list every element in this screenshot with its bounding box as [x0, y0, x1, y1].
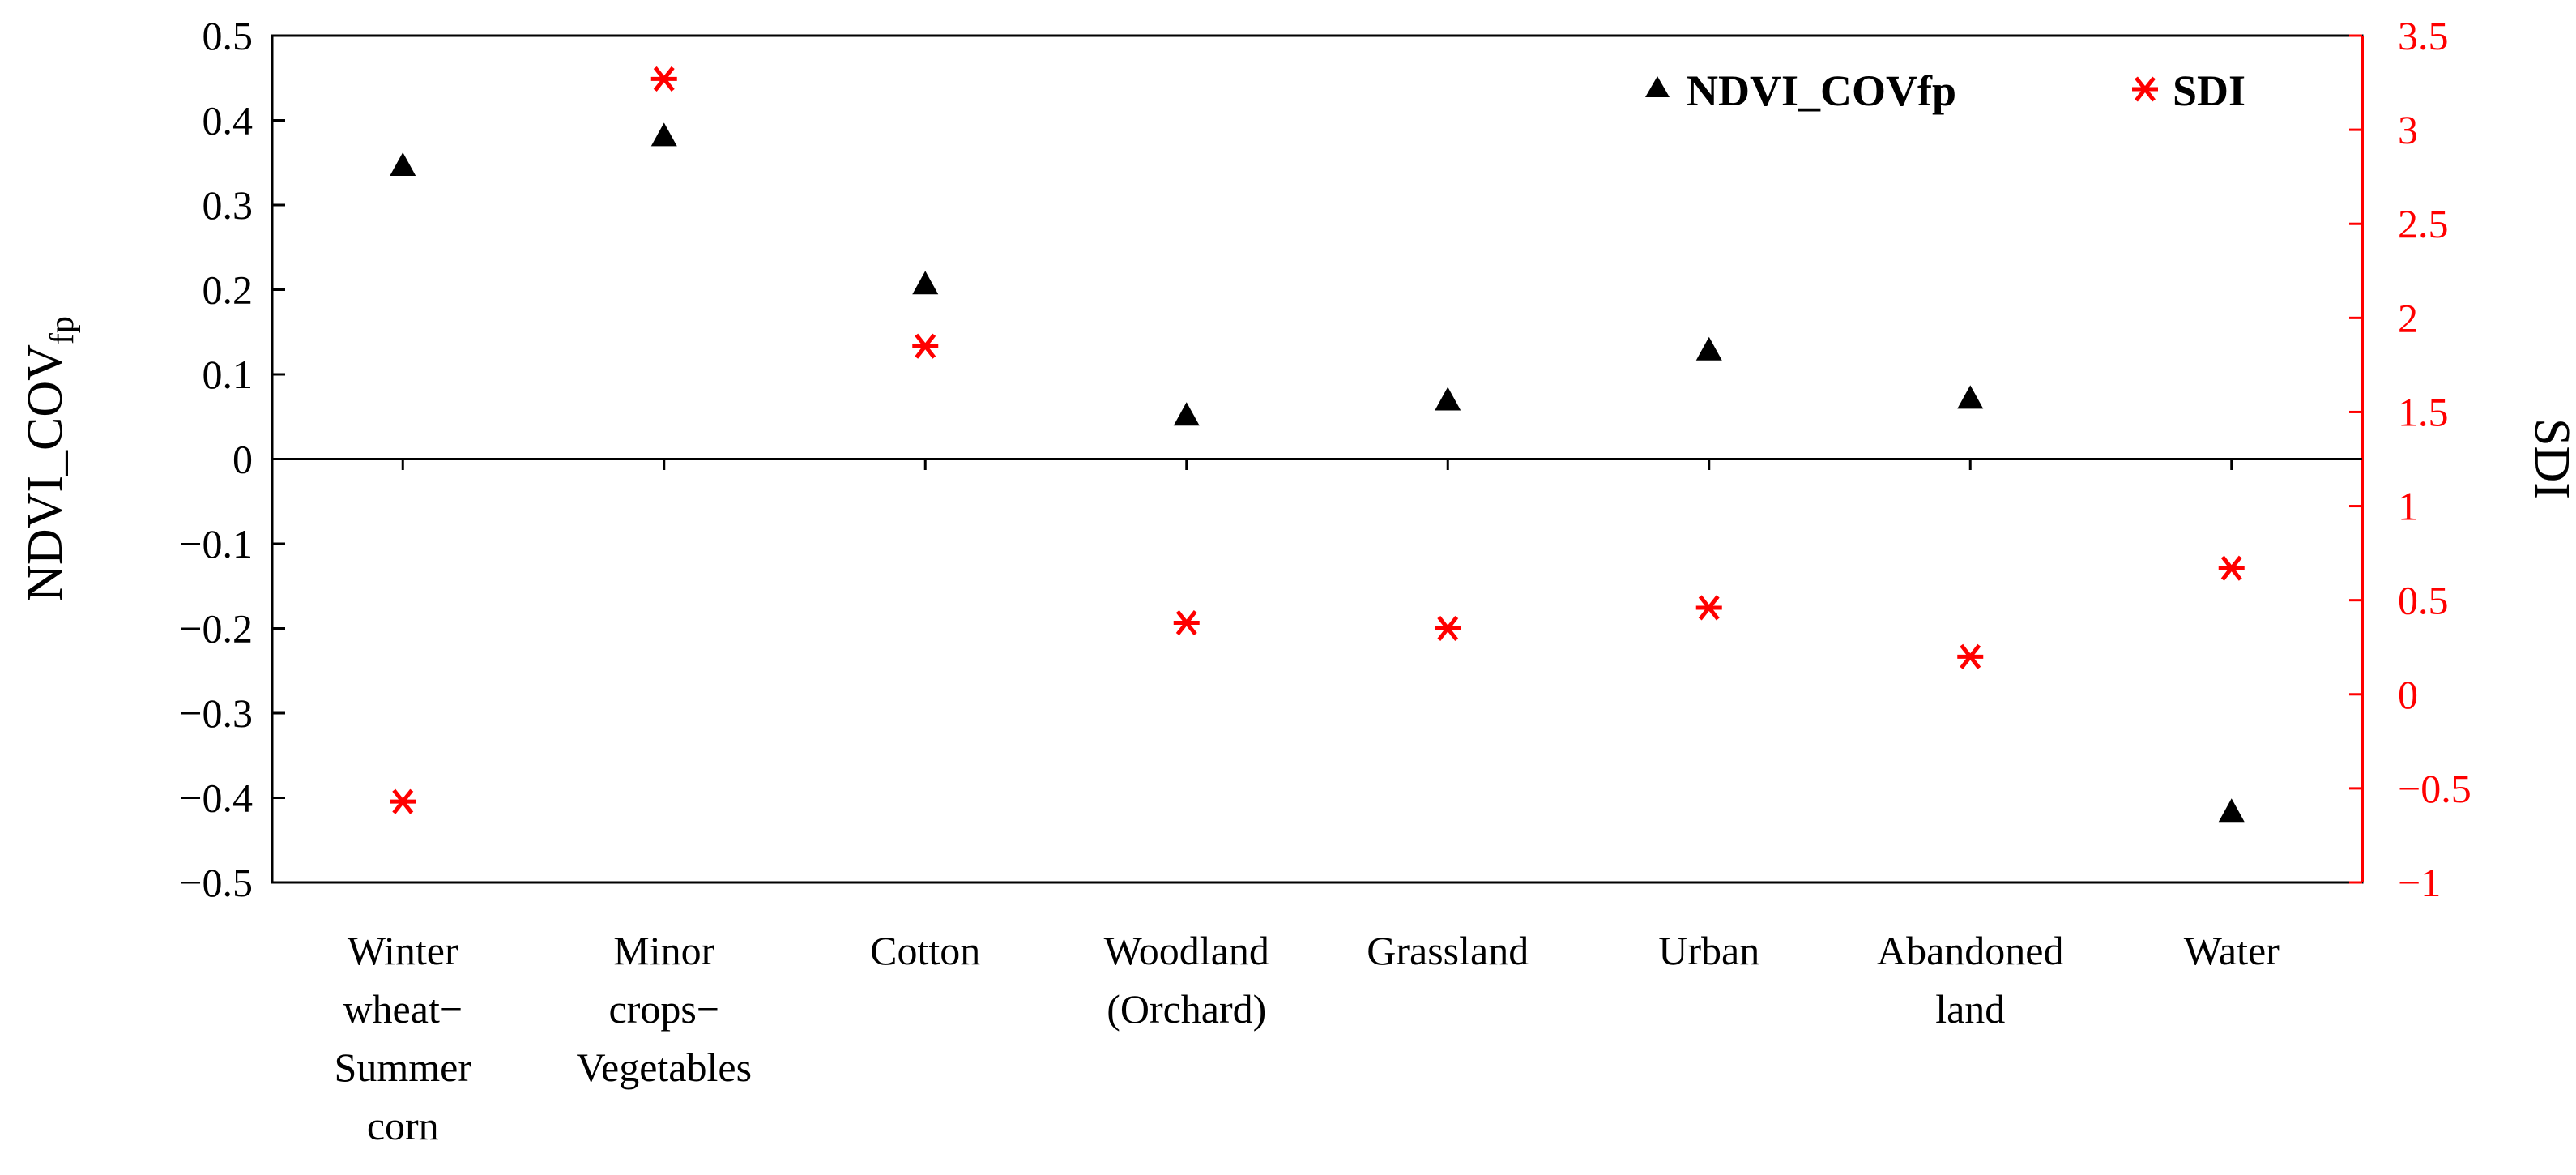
sdi-point — [1435, 615, 1461, 642]
category-label-line: Vegetables — [576, 1045, 752, 1090]
category-label-line: crops− — [609, 986, 720, 1032]
category-label: Grassland — [1367, 928, 1529, 973]
category-label: Woodland (Orchard) — [1104, 928, 1269, 1032]
y-right-tick-label: −1 — [2398, 860, 2441, 905]
ndvi-point — [1957, 385, 1984, 409]
y-right-tick-label: 2.5 — [2398, 201, 2449, 246]
category-label: Minor crops− Vegetables — [576, 928, 752, 1090]
y-left-tick-label: 0.2 — [203, 267, 254, 313]
sdi-point — [2218, 555, 2245, 581]
y-left-tick-label: −0.3 — [179, 690, 253, 736]
sdi-point — [1173, 609, 1200, 636]
y-left-tick-label: 0.4 — [203, 98, 254, 143]
y-right-tick-label: 1 — [2398, 484, 2418, 529]
category-label-line: Urban — [1658, 928, 1759, 973]
y-left-tick-label: 0 — [232, 437, 253, 482]
y-right-tick-label: −0.5 — [2398, 766, 2472, 811]
category-label-line: Woodland — [1104, 928, 1269, 973]
y-left-axis-title-subscript: fp — [44, 316, 81, 344]
category-label: Water — [2184, 928, 2280, 973]
ndvi-point — [1695, 336, 1722, 361]
category-label-line: corn — [367, 1103, 439, 1148]
y-right-tick-label: 1.5 — [2398, 389, 2449, 434]
ndvi-point — [390, 152, 416, 176]
category-label-line: Summer — [335, 1045, 472, 1090]
category-label-line: Abandoned — [1877, 928, 2064, 973]
ndvi-point — [1173, 402, 1200, 426]
sdi-point — [650, 66, 677, 92]
y-right-tick-label: 0.5 — [2398, 578, 2449, 623]
category-label-line: land — [1935, 986, 2005, 1032]
category-label-line: Winter — [348, 928, 458, 973]
legend-triangle-marker — [1645, 76, 1670, 97]
category-label-line: Cotton — [870, 928, 980, 973]
y-right-tick-label: 2 — [2398, 295, 2418, 340]
ndvi-point — [912, 271, 939, 295]
legend-label-sdi: SDI — [2173, 66, 2245, 115]
y-left-tick-label: −0.2 — [179, 606, 253, 652]
y-left-axis-title: NDVI_COVfp — [18, 316, 81, 601]
y-left-tick-label: 0.3 — [203, 182, 254, 228]
y-left-tick-label: −0.4 — [179, 776, 253, 821]
y-right-tick-label: 3.5 — [2398, 13, 2449, 58]
y-left-tick-label: −0.5 — [179, 860, 253, 905]
legend: NDVI_COVfp SDI — [1645, 66, 2245, 115]
category-label: Winter wheat− Summer corn — [335, 928, 472, 1148]
category-label-line: Water — [2184, 928, 2280, 973]
y-right-tick-label: 0 — [2398, 672, 2418, 717]
sdi-point — [390, 788, 416, 814]
sdi-point — [912, 333, 939, 359]
y-left-axis-title-main: NDVI_COV — [18, 344, 73, 601]
ndvi-point — [1435, 387, 1461, 411]
y-right-tick-label: 3 — [2398, 107, 2418, 152]
y-left-tick-label: −0.1 — [179, 521, 253, 566]
y-left-tick-label: 0.1 — [203, 352, 254, 397]
legend-label-ndvi: NDVI_COVfp — [1687, 66, 1956, 115]
category-label: Abandoned land — [1877, 928, 2064, 1032]
sdi-point — [1695, 595, 1722, 621]
ndvi-point — [650, 122, 677, 147]
category-label: Cotton — [870, 928, 980, 973]
sdi-point — [1957, 643, 1984, 669]
category-label-line: Minor — [613, 928, 714, 973]
category-label-line: wheat− — [343, 986, 463, 1032]
category-label-line: Grassland — [1367, 928, 1529, 973]
y-left-tick-label: 0.5 — [203, 13, 254, 58]
y-right-axis-title: SDI — [2524, 418, 2576, 499]
category-label-line: (Orchard) — [1107, 986, 1266, 1032]
legend-asterisk-marker — [2132, 76, 2158, 102]
category-label: Urban — [1658, 928, 1759, 973]
ndvi-point — [2218, 798, 2245, 822]
